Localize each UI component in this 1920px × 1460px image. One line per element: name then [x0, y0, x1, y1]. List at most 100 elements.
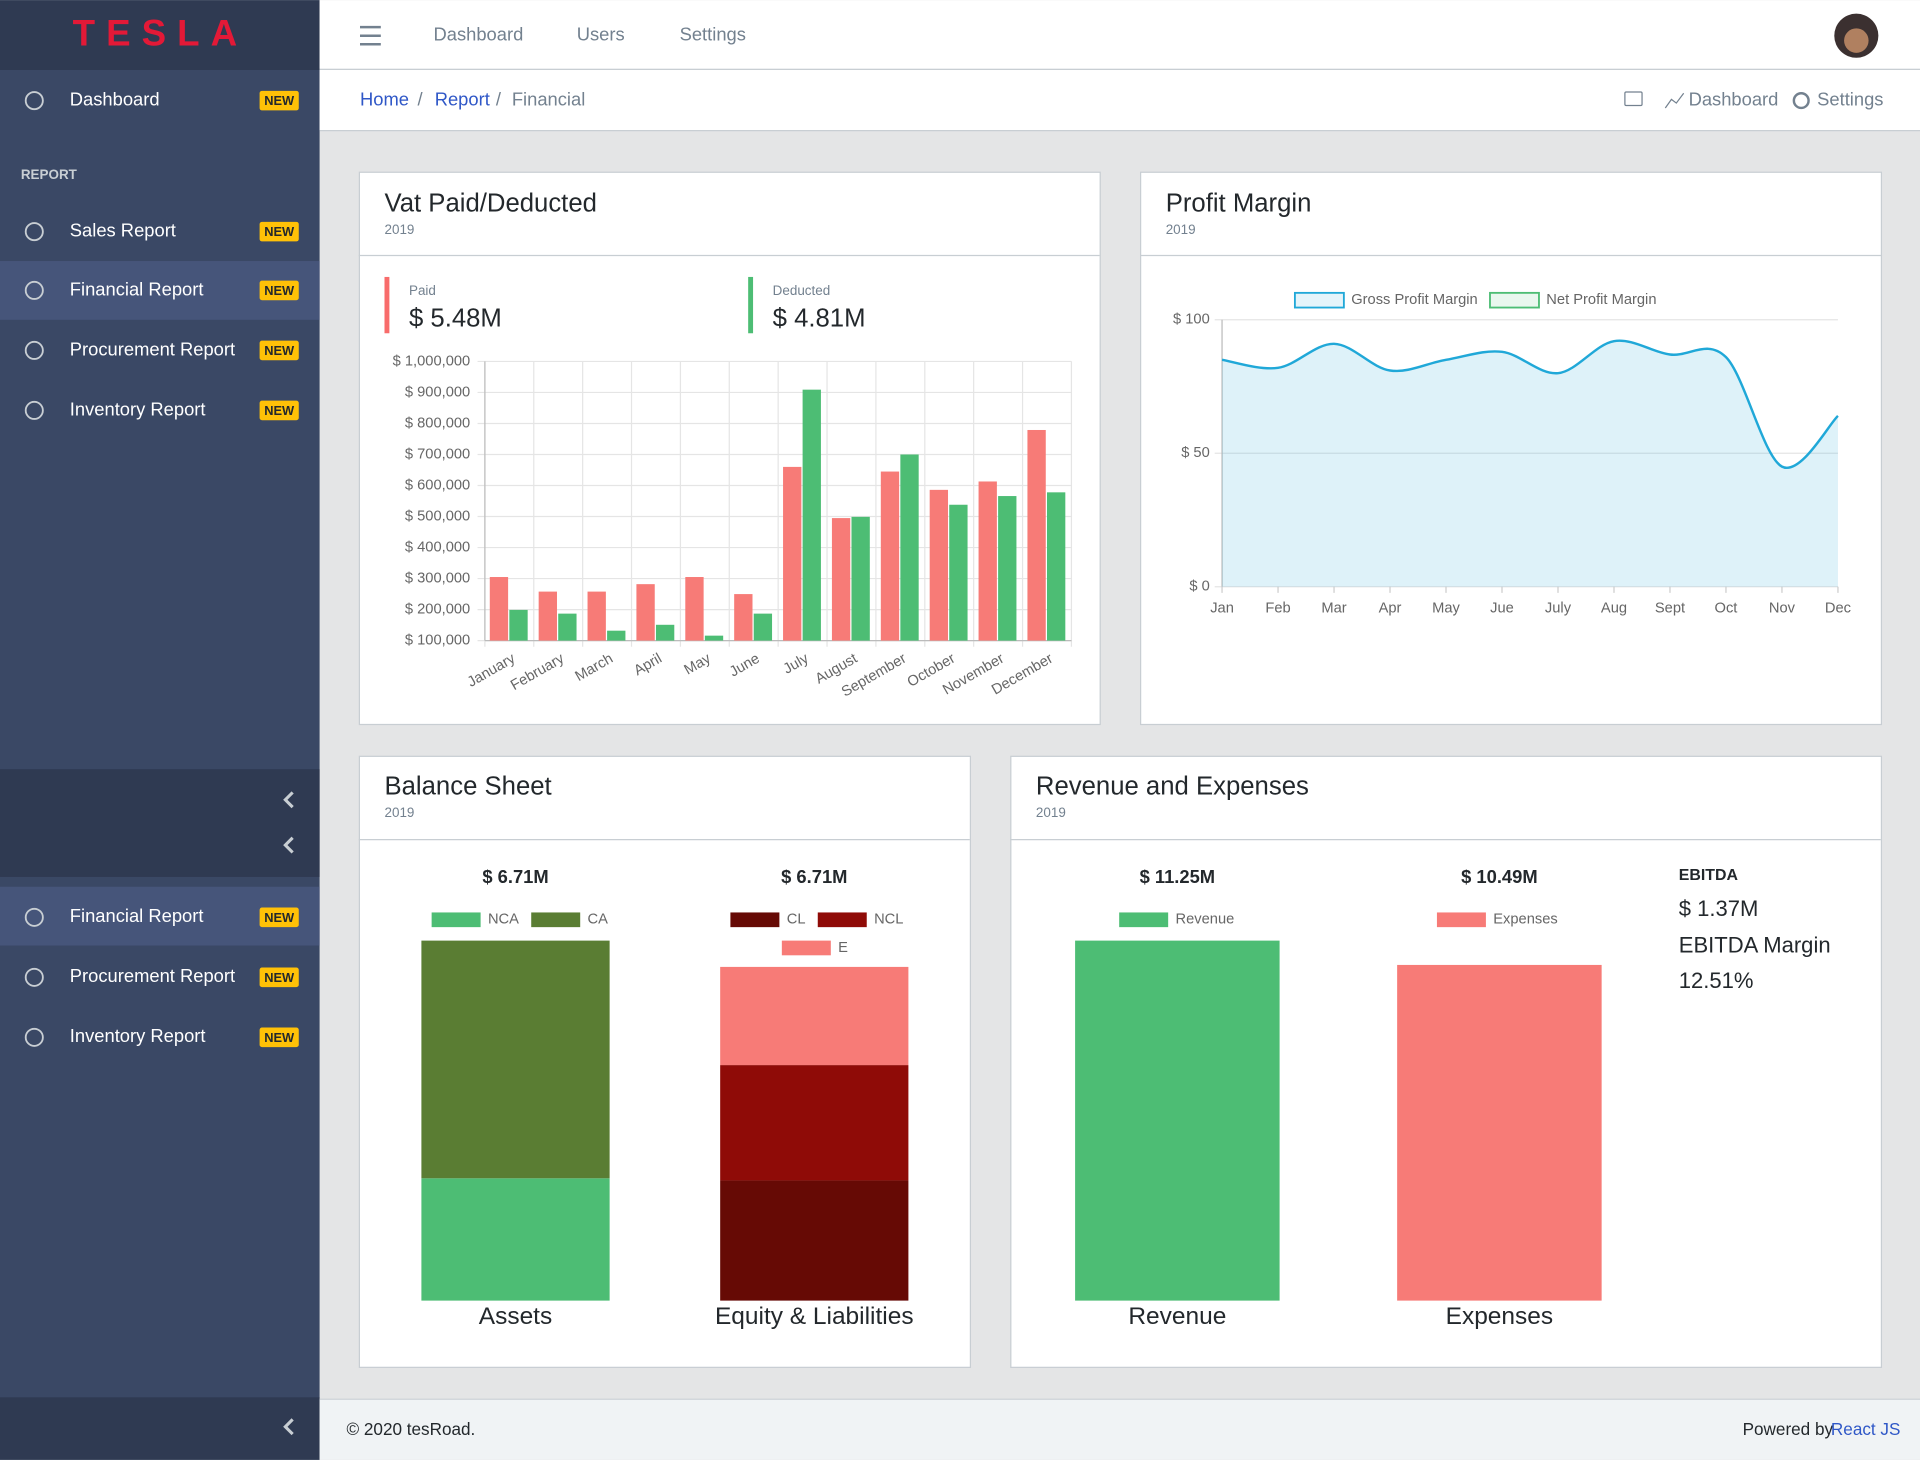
top-nav-link[interactable]: Users	[577, 24, 625, 45]
legend-swatch	[1119, 912, 1169, 928]
sidebar-footer	[0, 1397, 320, 1460]
chevron[interactable]	[283, 791, 294, 1436]
legend-label: Revenue	[1176, 912, 1235, 928]
badge	[259, 340, 299, 361]
category-label: Equity & Liabilities	[715, 1303, 914, 1330]
x-tick-label: July	[1545, 601, 1572, 617]
top-nav-link[interactable]: Settings	[680, 24, 746, 45]
badge-text: NEW	[264, 910, 295, 925]
nav-link[interactable]: Procurement Report	[70, 338, 235, 359]
hamburger[interactable]	[360, 25, 381, 46]
icon-comment[interactable]	[1624, 91, 1643, 107]
y-tick-label: $ 400,000	[405, 539, 470, 555]
nav-icon	[24, 222, 44, 242]
legend-label: Expenses	[1493, 912, 1558, 928]
bar	[1046, 492, 1066, 641]
stat-label: Paid	[409, 283, 436, 298]
nav-icon	[24, 1027, 44, 1047]
stat-value: $ 4.81M	[773, 305, 866, 333]
breadcrumb-sep: /	[496, 88, 502, 109]
legend-label: Gross Profit Margin	[1351, 292, 1478, 308]
legend-label: CL	[787, 912, 806, 928]
badge-text: NEW	[264, 403, 295, 418]
nav-icon	[24, 280, 44, 300]
nav-icon	[24, 400, 44, 420]
badge	[259, 280, 299, 301]
card-subtitle: 2019	[384, 805, 414, 820]
badge	[259, 1027, 299, 1048]
y-tick-label: $ 300,000	[405, 570, 470, 586]
y-tick-label: $ 100,000	[405, 632, 470, 648]
bar	[636, 584, 655, 641]
y-tick-label: $ 200,000	[405, 601, 470, 617]
nav-link[interactable]: Sales Report	[70, 219, 176, 240]
bar	[802, 389, 821, 641]
badge	[259, 400, 299, 421]
bar	[900, 454, 919, 641]
bar	[509, 609, 528, 641]
sidebar-brand	[0, 0, 320, 71]
legend-swatch	[1489, 291, 1540, 309]
breadcrumb-link[interactable]: Report	[435, 88, 490, 109]
nav-icon	[24, 91, 44, 111]
bar	[734, 594, 753, 641]
stat-bar	[748, 276, 754, 334]
x-tick-label: Sept	[1655, 601, 1685, 617]
nav-link[interactable]: Inventory Report	[70, 1025, 206, 1046]
card-title: Profit Margin	[1166, 189, 1312, 217]
action-link[interactable]: Settings	[1817, 88, 1883, 109]
bar	[685, 577, 704, 641]
bar	[753, 613, 773, 641]
ebitda-margin-label: EBITDA Margin	[1679, 933, 1831, 958]
nav-link[interactable]: Financial Report	[70, 278, 204, 299]
bar	[949, 504, 968, 641]
breadcrumb-link[interactable]: Home	[360, 88, 409, 109]
nav-icon	[24, 340, 44, 360]
legend-label: E	[838, 940, 848, 956]
area	[1222, 340, 1838, 587]
total-label: $ 6.71M	[781, 866, 847, 887]
legend-swatch	[1293, 291, 1345, 309]
bar	[1027, 429, 1046, 641]
bar	[978, 481, 997, 641]
nav-link[interactable]: Dashboard	[70, 88, 160, 109]
nav-link[interactable]: Procurement Report	[70, 965, 235, 986]
bar	[607, 630, 626, 641]
bar-segment	[720, 966, 909, 1066]
y-tick-label: $ 50	[1181, 445, 1210, 461]
card	[1140, 171, 1883, 726]
legend-label: NCL	[874, 912, 903, 928]
breadcrumb-bar	[319, 70, 1920, 130]
footer	[319, 1398, 1920, 1460]
nav-section: REPORT	[21, 167, 78, 182]
category-label: Expenses	[1446, 1303, 1553, 1330]
card-subtitle: 2019	[384, 222, 414, 237]
card-title: Balance Sheet	[384, 772, 551, 800]
stat-label: Deducted	[773, 283, 831, 298]
copyright: © 2020 tesRoad.	[347, 1419, 476, 1439]
legend-label: Net Profit Margin	[1546, 292, 1656, 308]
legend-swatch	[1436, 912, 1486, 928]
avatar-face	[1844, 28, 1869, 53]
x-tick-label: Feb	[1265, 601, 1290, 617]
badge	[259, 221, 299, 242]
bar	[489, 577, 509, 641]
ebitda-margin: 12.51%	[1679, 968, 1754, 993]
icon-chart	[1664, 92, 1685, 109]
nav-link[interactable]: Inventory Report	[70, 398, 206, 419]
bar	[538, 591, 557, 641]
top-nav-link[interactable]: Dashboard	[433, 24, 523, 45]
bar	[851, 516, 870, 641]
action-link[interactable]: Dashboard	[1689, 88, 1779, 109]
footer-link[interactable]: React JS	[1831, 1419, 1900, 1439]
x-tick-label: Mar	[1321, 601, 1346, 617]
legend-swatch	[817, 912, 867, 928]
legend-swatch	[730, 912, 780, 928]
category-label: Revenue	[1128, 1303, 1226, 1330]
bar	[558, 613, 577, 641]
total-label: $ 6.71M	[482, 866, 548, 887]
powered-by: Powered by	[1743, 1419, 1834, 1439]
ebitda-value: $ 1.37M	[1679, 896, 1759, 921]
nav-link[interactable]: Financial Report	[70, 905, 204, 926]
bar	[783, 466, 802, 641]
